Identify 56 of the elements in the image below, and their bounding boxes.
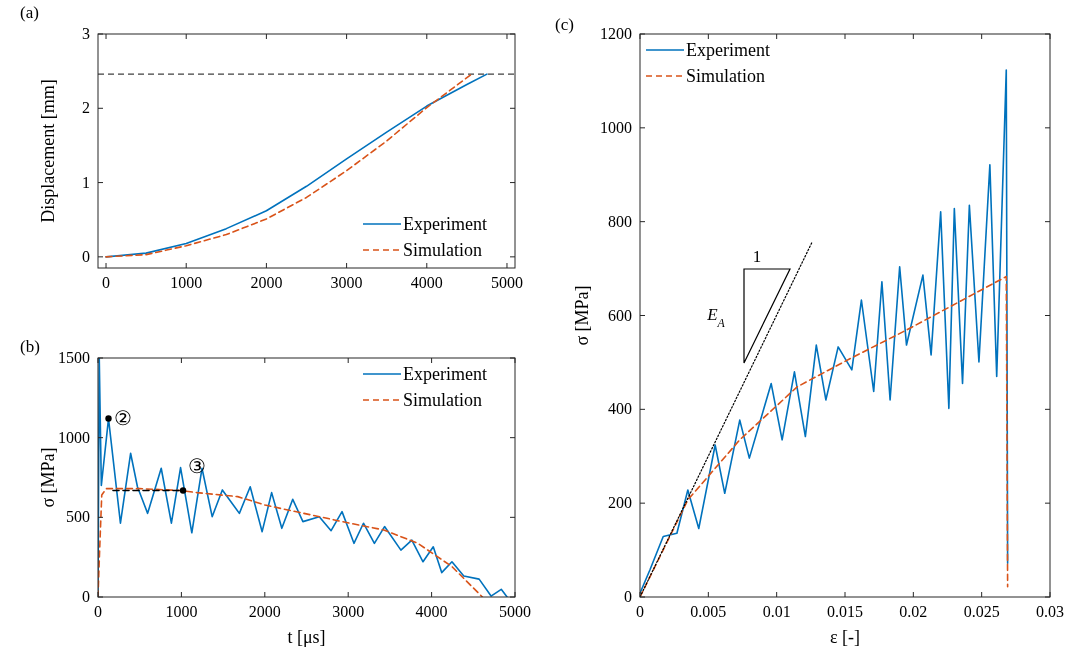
x-tick-label: 5000 <box>490 274 523 291</box>
x-tick-label: 0.01 <box>762 603 791 620</box>
annotation: ② <box>113 406 132 429</box>
x-tick-label: 0 <box>102 274 111 291</box>
legend-label: Experiment <box>686 40 770 60</box>
x-tick-label: 2000 <box>250 274 283 291</box>
legend-label: Experiment <box>403 364 487 384</box>
chart-title: (b) <box>20 337 40 356</box>
x-tick-label: 1000 <box>165 603 198 620</box>
x-tick-label: 0.02 <box>899 603 928 620</box>
y-tick-label: 0 <box>82 588 90 605</box>
y-tick-label: 200 <box>608 494 632 512</box>
y-tick-label: 0 <box>82 247 90 265</box>
annotation: 1 <box>752 247 762 266</box>
legend-label: Experiment <box>403 214 487 234</box>
y-axis-title: σ [MPa] <box>38 447 58 508</box>
y-tick-label: 1000 <box>58 428 90 446</box>
y-tick-label: 3 <box>82 25 90 42</box>
x-axis-title: t [μs] <box>287 627 326 647</box>
y-tick-label: 600 <box>608 306 632 324</box>
y-axis-title: σ [MPa] <box>572 285 592 346</box>
y-tick-label: 2 <box>82 99 90 117</box>
x-tick-label: 0.005 <box>690 603 727 620</box>
legend-label: Simulation <box>403 240 483 260</box>
x-tick-label: 2000 <box>248 603 281 620</box>
annotation: ③ <box>188 454 207 477</box>
x-tick-label: 5000 <box>499 603 531 620</box>
line-series <box>98 487 484 597</box>
x-tick-label: 1000 <box>170 274 203 291</box>
y-tick-label: 400 <box>608 400 632 418</box>
y-axis-title: Displacement [mm] <box>38 79 58 223</box>
annotation: E$_{A}$ <box>706 305 726 330</box>
line-series <box>98 358 508 597</box>
x-tick-label: 0.025 <box>963 603 1000 620</box>
x-tick-label: 3000 <box>330 274 363 291</box>
y-tick-label: 0 <box>624 588 632 605</box>
x-tick-label: 3000 <box>332 603 365 620</box>
y-tick-label: 1 <box>82 173 90 191</box>
y-tick-label: 800 <box>608 212 632 230</box>
chart-title: (a) <box>20 3 39 22</box>
y-tick-label: 1500 <box>58 349 90 366</box>
y-tick-label: 1200 <box>600 25 632 42</box>
x-tick-label: 0.015 <box>827 603 863 620</box>
x-tick-label: 4000 <box>410 274 443 291</box>
x-tick-label: 0.03 <box>1036 603 1064 620</box>
y-tick-label: 1000 <box>600 118 632 136</box>
line-series <box>640 69 1009 595</box>
x-tick-label: 0 <box>636 603 644 620</box>
chart-title: (c) <box>555 15 574 34</box>
x-tick-label: 4000 <box>415 603 448 620</box>
y-tick-label: 500 <box>66 508 90 526</box>
legend-label: Simulation <box>403 390 483 410</box>
x-tick-label: 0 <box>94 603 102 620</box>
line-series <box>640 275 1009 597</box>
x-axis-title: ε [-] <box>829 627 861 647</box>
legend-label: Simulation <box>686 66 766 86</box>
